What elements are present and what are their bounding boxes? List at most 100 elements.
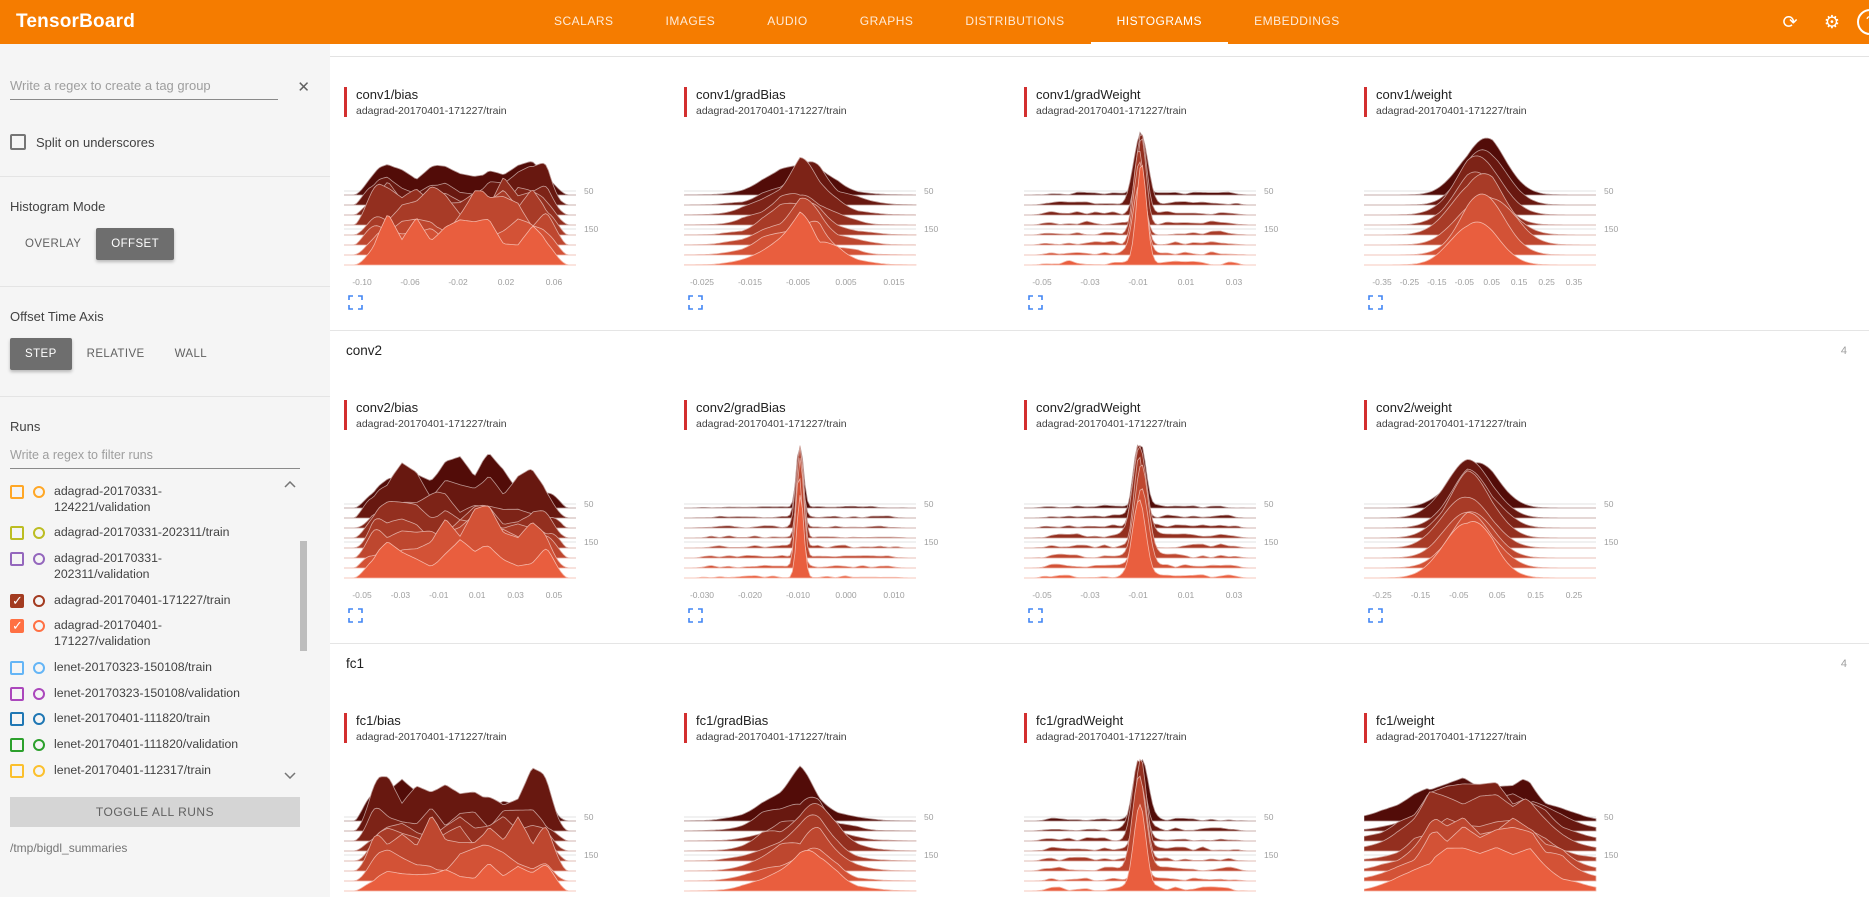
tag-filter-input[interactable]	[10, 72, 278, 100]
expand-icon[interactable]	[348, 608, 363, 623]
svg-text:50: 50	[584, 812, 594, 822]
svg-text:-0.05: -0.05	[1455, 277, 1475, 287]
run-filter-input[interactable]	[10, 442, 300, 469]
run-item[interactable]: lenet-20170401-111820/validation	[0, 732, 330, 758]
card-run-name: adagrad-20170401-171227/train	[356, 731, 507, 743]
histogram-chart[interactable]: 50 150 -0.05 -0.03 -0.01 0.01 0.03 0.05	[344, 438, 624, 604]
card-title: conv2/gradBias	[696, 400, 786, 415]
histogram-card: conv1/gradWeight adagrad-20170401-171227…	[1024, 87, 1364, 310]
run-checkbox-icon[interactable]	[10, 712, 24, 727]
histogram-chart[interactable]: 50 150 -0.10 -0.06 -0.02 0.02 0.06	[344, 125, 624, 291]
histogram-chart[interactable]: 50 150	[684, 751, 964, 897]
help-icon[interactable]: ?	[1857, 9, 1869, 35]
run-item[interactable]: adagrad-20170401-171227/train	[0, 588, 330, 614]
run-checkbox-icon[interactable]	[10, 552, 24, 567]
run-item[interactable]: adagrad-20170401-171227/validation	[0, 613, 330, 654]
svg-text:0.005: 0.005	[835, 277, 857, 287]
card-run-name: adagrad-20170401-171227/train	[1376, 418, 1527, 430]
tab-images[interactable]: IMAGES	[665, 14, 716, 28]
refresh-icon[interactable]: ⟳	[1782, 12, 1798, 32]
settings-gear-icon[interactable]: ⚙	[1823, 12, 1841, 32]
svg-text:-0.010: -0.010	[786, 590, 810, 600]
svg-text:0.015: 0.015	[883, 277, 905, 287]
expand-icon[interactable]	[1028, 608, 1043, 623]
tab-histograms[interactable]: HISTOGRAMS	[1090, 0, 1229, 44]
tab-distributions[interactable]: DISTRIBUTIONS	[965, 14, 1065, 28]
tab-audio[interactable]: AUDIO	[767, 14, 808, 28]
cards-row: fc1/bias adagrad-20170401-171227/train 5…	[330, 683, 1869, 897]
toggle-offset[interactable]: OFFSET	[96, 228, 175, 260]
run-color-circle-icon[interactable]	[33, 713, 45, 726]
toggle-all-runs-button[interactable]: TOGGLE ALL RUNS	[10, 797, 300, 827]
run-item[interactable]: lenet-20170323-150108/validation	[0, 681, 330, 707]
run-checkbox-icon[interactable]	[10, 618, 24, 634]
section-header[interactable]: fc1 4	[330, 643, 1869, 683]
histogram-chart[interactable]: 50 150 -0.25 -0.15 -0.05 0.05 0.15 0.25	[1364, 438, 1644, 604]
run-checkbox-icon[interactable]	[10, 485, 24, 499]
svg-text:-0.05: -0.05	[352, 590, 372, 600]
histogram-chart[interactable]: 50 150 -0.05 -0.03 -0.01 0.01 0.03	[1024, 125, 1304, 291]
run-color-circle-icon[interactable]	[33, 661, 45, 674]
svg-text:0.05: 0.05	[1489, 590, 1506, 600]
histogram-chart[interactable]: 50 150 -0.030 -0.020 -0.010 0.000 0.010	[684, 438, 964, 604]
toggle-wall[interactable]: WALL	[174, 348, 208, 360]
run-color-circle-icon[interactable]	[33, 687, 45, 700]
run-color-circle-icon[interactable]	[33, 620, 45, 633]
run-item[interactable]: lenet-20170323-150108/train	[0, 655, 330, 681]
expand-icon[interactable]	[1028, 295, 1043, 310]
run-checkbox-icon[interactable]	[10, 738, 24, 753]
run-color-circle-icon[interactable]	[33, 486, 45, 498]
expand-icon[interactable]	[348, 295, 363, 310]
card-header: conv2/gradBias adagrad-20170401-171227/t…	[684, 400, 1024, 430]
histogram-chart[interactable]: 50 150	[1364, 751, 1644, 897]
histogram-card: conv2/gradBias adagrad-20170401-171227/t…	[684, 400, 1024, 623]
histogram-chart[interactable]: 50 150 -0.35 -0.25 -0.15 -0.05 0.05 0.15 0.25 0.3…	[1364, 125, 1644, 291]
svg-text:0.02: 0.02	[498, 277, 515, 287]
run-items: adagrad-20170331-124221/validation adagr…	[0, 479, 330, 784]
run-item[interactable]: lenet-20170401-111820/train	[0, 706, 330, 732]
histogram-chart[interactable]: 50 150	[344, 751, 624, 897]
run-checkbox-icon[interactable]	[10, 593, 24, 609]
svg-text:-0.01: -0.01	[1128, 590, 1148, 600]
histogram-chart[interactable]: 50 150 -0.05 -0.03 -0.01 0.01 0.03	[1024, 438, 1304, 604]
run-color-circle-icon[interactable]	[33, 739, 45, 752]
section-header[interactable]: conv2 4	[330, 330, 1869, 370]
svg-text:150: 150	[584, 850, 598, 860]
toggle-relative[interactable]: RELATIVE	[86, 348, 145, 360]
svg-text:-0.03: -0.03	[1080, 277, 1100, 287]
card-title: fc1/weight	[1376, 713, 1435, 728]
histogram-chart[interactable]: 50 150 -0.025 -0.015 -0.005 0.005 0.015	[684, 125, 964, 291]
expand-icon[interactable]	[1368, 608, 1383, 623]
run-checkbox-icon[interactable]	[10, 686, 24, 701]
run-color-circle-icon[interactable]	[33, 527, 45, 540]
toggle-step[interactable]: STEP	[10, 338, 72, 370]
section-count: 4	[1840, 657, 1847, 670]
run-color-circle-icon[interactable]	[33, 764, 45, 777]
scroll-down-icon[interactable]	[284, 772, 296, 779]
run-item[interactable]: lenet-20170401-112317/train	[0, 758, 330, 784]
run-color-circle-icon[interactable]	[33, 553, 45, 566]
run-color-circle-icon[interactable]	[33, 594, 45, 607]
expand-icon[interactable]	[688, 608, 703, 623]
scrollbar-thumb[interactable]	[300, 541, 307, 651]
checkbox-icon[interactable]	[10, 134, 26, 150]
run-item[interactable]: adagrad-20170331-124221/validation	[0, 479, 330, 520]
sections: conv1/bias adagrad-20170401-171227/train…	[330, 56, 1869, 897]
expand-icon[interactable]	[688, 295, 703, 310]
tab-scalars[interactable]: SCALARS	[554, 14, 614, 28]
tab-graphs[interactable]: GRAPHS	[859, 14, 914, 28]
run-checkbox-icon[interactable]	[10, 763, 24, 778]
run-checkbox-icon[interactable]	[10, 660, 24, 675]
run-item[interactable]: adagrad-20170331-202311/validation	[0, 546, 330, 587]
split-on-underscores-row[interactable]: Split on underscores	[10, 134, 320, 150]
svg-text:-0.10: -0.10	[352, 277, 372, 287]
run-item[interactable]: adagrad-20170331-202311/train	[0, 520, 330, 546]
svg-text:-0.02: -0.02	[448, 277, 468, 287]
scroll-up-icon[interactable]	[284, 481, 296, 488]
histogram-chart[interactable]: 50 150	[1024, 751, 1304, 897]
expand-icon[interactable]	[1368, 295, 1383, 310]
clear-icon[interactable]: ✕	[297, 79, 310, 96]
run-checkbox-icon[interactable]	[10, 526, 24, 541]
toggle-overlay[interactable]: OVERLAY	[25, 238, 82, 250]
tab-embeddings[interactable]: EMBEDDINGS	[1254, 14, 1340, 28]
